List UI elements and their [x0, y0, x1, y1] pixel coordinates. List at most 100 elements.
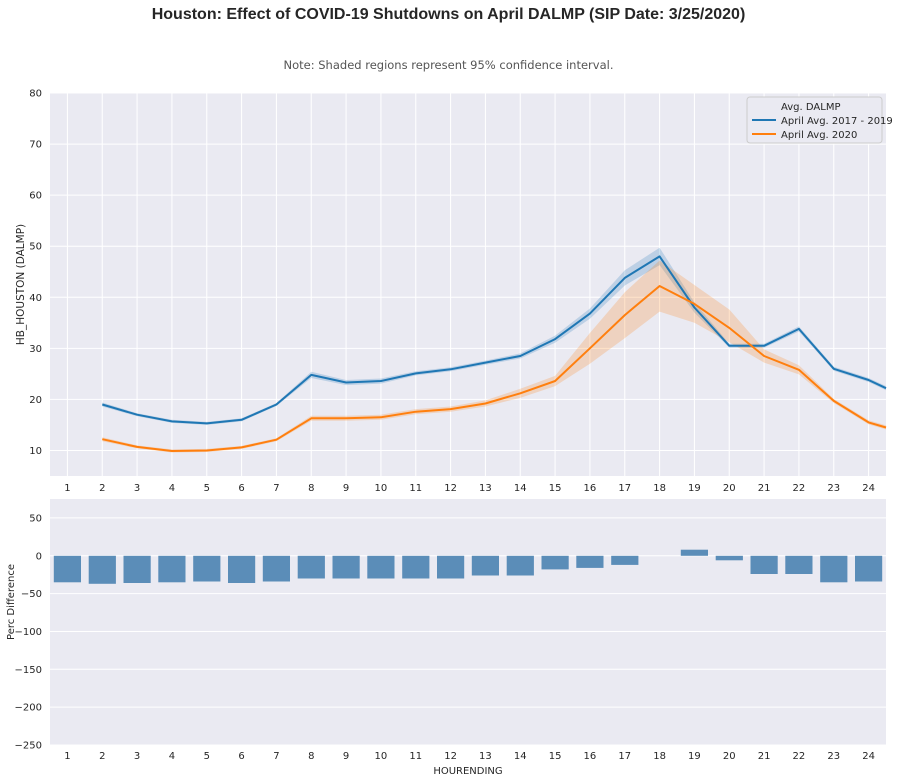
bars	[53, 549, 883, 584]
bar-chart-plot-area	[50, 499, 886, 745]
bar-hour-14[interactable]	[506, 555, 534, 576]
bar-hour-24[interactable]	[855, 555, 883, 582]
x-tick-label: 14	[514, 751, 527, 762]
y-tick-label: 10	[29, 446, 42, 457]
x-tick-label: 8	[308, 751, 314, 762]
bar-hour-16[interactable]	[576, 555, 604, 568]
bar-chart-x-ticks: 1 2 3 4 5 6 7 8 9 10 11 12 13 14 15 16 17 18 19 20 21 22 23 24	[64, 751, 875, 762]
x-tick-label: 22	[793, 483, 806, 494]
x-tick-label: 24	[862, 483, 875, 494]
bar-hour-8[interactable]	[297, 555, 325, 579]
x-tick-label: 19	[688, 483, 701, 494]
x-tick-label: 22	[793, 751, 806, 762]
x-tick-label: 4	[169, 483, 175, 494]
x-tick-label: 3	[134, 751, 140, 762]
x-tick-label: 8	[308, 483, 314, 494]
x-tick-label: 19	[688, 751, 701, 762]
x-tick-label: 16	[584, 751, 597, 762]
x-tick-label: 20	[723, 483, 736, 494]
chart-subtitle: Note: Shaded regions represent 95% confi…	[283, 58, 614, 72]
x-tick-label: 12	[444, 751, 457, 762]
y-tick-label: 30	[29, 344, 42, 355]
bar-hour-17[interactable]	[611, 555, 639, 565]
chart-title: Houston: Effect of COVID-19 Shutdowns on…	[151, 6, 746, 23]
legend-label-series-1[interactable]: April Avg. 2017 - 2019	[781, 116, 893, 127]
x-tick-label: 2	[99, 751, 105, 762]
bar-hour-19[interactable]	[680, 549, 708, 556]
x-tick-label: 15	[549, 751, 562, 762]
bar-chart-y-ticks: 50 0 −50 −100 −150 −200 −250	[15, 513, 42, 751]
line-series-1[interactable]	[102, 255, 887, 425]
x-tick-label: 11	[409, 483, 422, 494]
line-chart-plot-area	[50, 93, 886, 476]
line-chart-y-axis-label: HB_HOUSTON (DALMP)	[15, 224, 27, 345]
y-tick-label: −50	[21, 589, 42, 600]
bar-hour-1[interactable]	[53, 555, 81, 583]
bar-hour-11[interactable]	[402, 555, 430, 579]
line-chart-y-ticks: 10 20 30 40 50 60 70 80	[29, 89, 42, 457]
bar-chart-panel: 500−50−100−150−200−250 1 2 3 4 5 6 7 8 9 10 11 12 13…	[6, 499, 886, 777]
legend-frame	[746, 96, 883, 144]
bar-hour-4[interactable]	[158, 555, 186, 583]
y-tick-label: 20	[29, 395, 42, 406]
x-tick-label: 4	[169, 751, 175, 762]
x-tick-label: 16	[584, 483, 597, 494]
bar-hour-5[interactable]	[193, 555, 221, 582]
y-tick-label: 50	[29, 242, 42, 253]
x-tick-label: 1	[64, 483, 70, 494]
legend-label-series-2[interactable]: April Avg. 2020	[781, 130, 857, 141]
bar-hour-2[interactable]	[88, 555, 116, 584]
x-tick-label: 5	[204, 751, 210, 762]
bar-hour-9[interactable]	[332, 555, 360, 579]
x-tick-label: 9	[343, 483, 349, 494]
x-tick-label: 14	[514, 483, 527, 494]
legend-title: Avg. DALMP	[781, 102, 840, 113]
x-tick-label: 9	[343, 751, 349, 762]
y-tick-label: −100	[15, 627, 42, 638]
line-chart-gridlines	[50, 92, 886, 476]
x-tick-label: 7	[273, 751, 279, 762]
x-tick-label: 21	[758, 483, 771, 494]
bar-hour-10[interactable]	[367, 555, 395, 579]
x-tick-label: 12	[444, 483, 457, 494]
x-tick-label: 7	[273, 483, 279, 494]
x-tick-label: 17	[618, 751, 631, 762]
bar-hour-7[interactable]	[262, 555, 290, 582]
x-tick-label: 13	[479, 483, 492, 494]
x-tick-label: 10	[375, 483, 388, 494]
bar-hour-12[interactable]	[437, 555, 465, 579]
x-tick-label: 18	[653, 483, 666, 494]
bar-hour-15[interactable]	[541, 555, 569, 570]
bar-hour-6[interactable]	[228, 555, 256, 583]
confidence-bands	[102, 247, 887, 453]
bar-hour-23[interactable]	[820, 555, 848, 583]
x-tick-label: 17	[618, 483, 631, 494]
x-tick-label: 23	[827, 751, 840, 762]
bar-hour-13[interactable]	[471, 555, 499, 576]
y-tick-label: 40	[29, 293, 42, 304]
x-tick-label: 6	[238, 751, 244, 762]
x-tick-label: 18	[653, 751, 666, 762]
x-tick-label: 5	[204, 483, 210, 494]
bar-chart-x-axis-label: HOURENDING	[433, 766, 502, 777]
confidence-band-series-2	[102, 260, 887, 453]
x-tick-label: 6	[238, 483, 244, 494]
bar-hour-20[interactable]	[715, 555, 743, 561]
x-tick-label: 1	[64, 751, 70, 762]
y-tick-label: 80	[29, 89, 42, 100]
x-tick-label: 23	[827, 483, 840, 494]
y-tick-label: −250	[15, 741, 42, 752]
line-series-2[interactable]	[102, 285, 887, 452]
bar-hour-21[interactable]	[750, 555, 778, 574]
legend: Avg. DALMP April Avg. 2017 - 2019 April …	[746, 96, 893, 144]
line-chart-x-ticks: 1 2 3 4 5 6 7 8 9 10 11 12 13 14 15 16 17 18 19 20 21 22 23 24	[64, 483, 875, 494]
x-tick-label: 2	[99, 483, 105, 494]
y-tick-label: 50	[29, 513, 42, 524]
x-tick-label: 11	[409, 751, 422, 762]
y-tick-label: −200	[15, 703, 42, 714]
bar-hour-22[interactable]	[785, 555, 813, 574]
bar-hour-3[interactable]	[123, 555, 151, 583]
